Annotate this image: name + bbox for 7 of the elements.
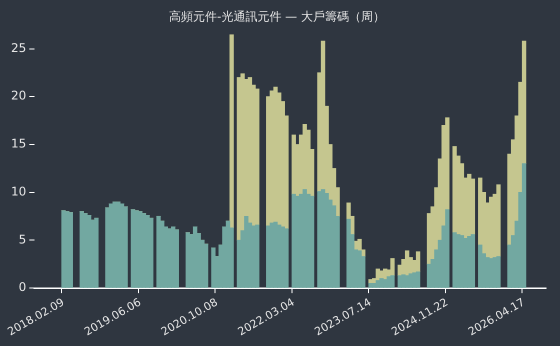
y-tick-label: 15 [10, 136, 26, 151]
y-tick-label: 0 [18, 280, 26, 294]
y-tick-label: 25 [10, 40, 26, 55]
y-tick-label: 5 [18, 232, 26, 246]
chart-title: 高頻元件-光通訊元件 — 大戶籌碼（周） [169, 9, 385, 24]
y-tick-label: 10 [10, 184, 26, 198]
y-tick-label: 20 [10, 88, 26, 103]
